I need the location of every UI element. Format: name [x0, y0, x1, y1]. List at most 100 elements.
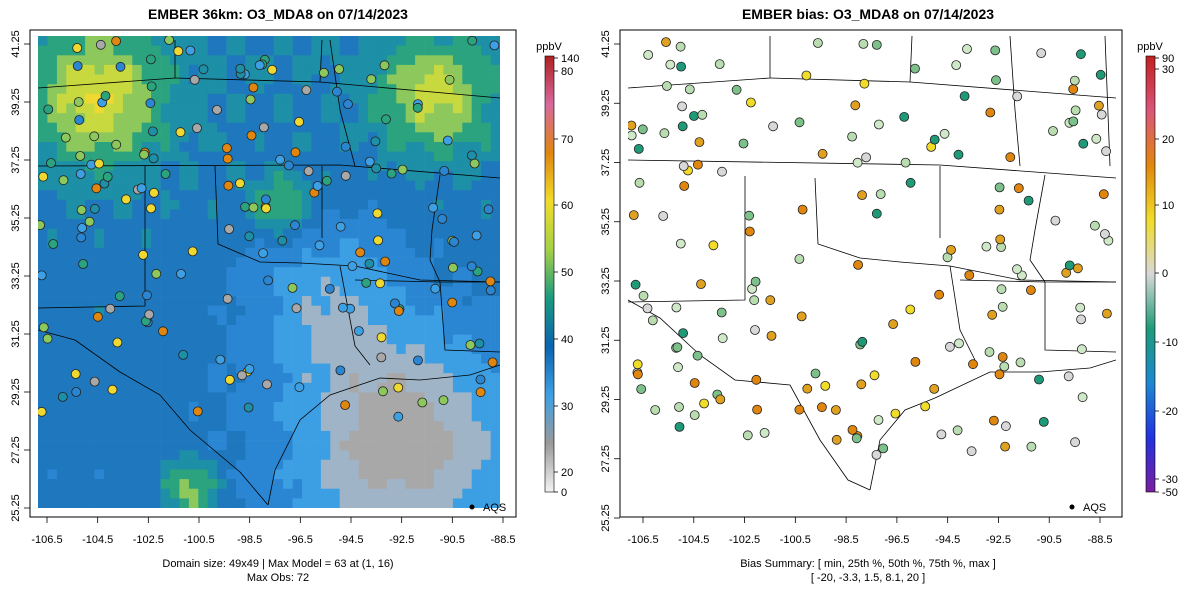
grid-cell: [405, 55, 416, 66]
grid-cell: [452, 325, 463, 335]
grid-cell: [452, 344, 463, 355]
grid-cell: [217, 190, 227, 201]
grid-cell: [122, 305, 133, 316]
grid-cell: [217, 103, 227, 114]
grid-cell: [443, 498, 454, 508]
grid-cell: [236, 382, 246, 393]
grid-cell: [94, 450, 105, 461]
grid-cell: [273, 103, 284, 114]
grid-cell: [38, 276, 48, 287]
grid-cell: [66, 469, 77, 480]
grid-cell: [85, 325, 95, 335]
grid-cell: [104, 122, 114, 133]
grid-cell: [188, 421, 199, 432]
grid-cell: [141, 36, 152, 46]
grid-cell: [254, 219, 265, 229]
grid-cell: [292, 286, 303, 297]
y-tick-label: 31.25: [10, 320, 22, 348]
grid-cell: [283, 84, 293, 95]
grid-cell: [339, 199, 350, 210]
grid-cell: [198, 199, 209, 210]
grid-cell: [56, 64, 67, 75]
grid-cell: [38, 122, 48, 133]
grid-cell: [452, 440, 463, 451]
grid-cell: [311, 170, 322, 181]
grid-cell: [349, 296, 359, 307]
grid-cell: [434, 84, 444, 95]
grid-cell: [207, 267, 218, 278]
grid-cell: [349, 103, 359, 114]
obs-site: [485, 276, 496, 287]
grid-cell: [283, 363, 293, 374]
grid-cell: [386, 498, 397, 508]
grid-cell: [236, 402, 246, 412]
grid-cell: [443, 421, 454, 432]
grid-cell: [471, 257, 482, 268]
grid-cell: [47, 122, 58, 133]
bias-site: [985, 107, 996, 118]
bias-site: [996, 284, 1007, 295]
grid-cell: [283, 325, 293, 335]
legend-right: AQS: [1069, 502, 1106, 514]
grid-cell: [377, 55, 388, 66]
grid-cell: [254, 257, 265, 268]
grid-cell: [415, 267, 425, 278]
grid-cell: [320, 103, 331, 114]
obs-site: [60, 132, 71, 143]
grid-cell: [207, 382, 218, 393]
bias-site: [634, 177, 645, 188]
grid-cell: [66, 373, 77, 384]
grid-cell: [226, 113, 237, 124]
grid-cell: [217, 421, 227, 432]
bias-site: [742, 430, 753, 441]
grid-cell: [339, 151, 350, 162]
grid-cell: [66, 344, 77, 355]
grid-cell: [339, 132, 350, 143]
grid-cell: [113, 373, 124, 384]
grid-cell: [151, 392, 161, 403]
grid-cell: [141, 402, 152, 412]
grid-cell: [434, 170, 444, 181]
grid-cell: [330, 190, 341, 201]
bias-site: [697, 109, 708, 120]
grid-cell: [56, 103, 67, 114]
grid-cell: [481, 247, 491, 258]
bias-site: [989, 415, 999, 426]
grid-cell: [245, 103, 256, 114]
grid-cell: [104, 84, 114, 95]
grid-cell: [151, 170, 161, 181]
grid-cell: [170, 450, 180, 461]
grid-cell: [236, 363, 246, 374]
grid-cell: [75, 450, 86, 461]
grid-cell: [368, 296, 378, 307]
grid-cell: [273, 199, 284, 210]
grid-cell: [283, 93, 293, 104]
grid-cell: [151, 305, 161, 316]
grid-cell: [415, 363, 425, 374]
grid-cell: [462, 238, 473, 249]
grid-cell: [85, 113, 95, 124]
grid-cell: [47, 190, 58, 201]
obs-site: [485, 285, 496, 296]
y-tick-label: 39.25: [600, 89, 612, 117]
grid-cell: [283, 479, 293, 490]
obs-site: [386, 168, 397, 179]
grid-cell: [443, 55, 454, 66]
obs-site: [78, 259, 88, 269]
obs-site: [474, 338, 485, 349]
grid-cell: [179, 219, 190, 229]
grid-cell: [264, 421, 275, 432]
grid-cell: [254, 199, 265, 210]
grid-cell: [217, 55, 227, 66]
grid-cell: [452, 498, 463, 508]
grid-cell: [226, 170, 237, 181]
grid-cell: [386, 353, 397, 364]
grid-cell: [75, 267, 86, 278]
obs-site: [73, 97, 84, 107]
grid-cell: [481, 228, 491, 239]
grid-cell: [283, 55, 293, 66]
obs-site: [487, 357, 498, 368]
grid-cell: [38, 296, 48, 307]
obs-site: [430, 283, 441, 294]
grid-cell: [415, 180, 425, 191]
